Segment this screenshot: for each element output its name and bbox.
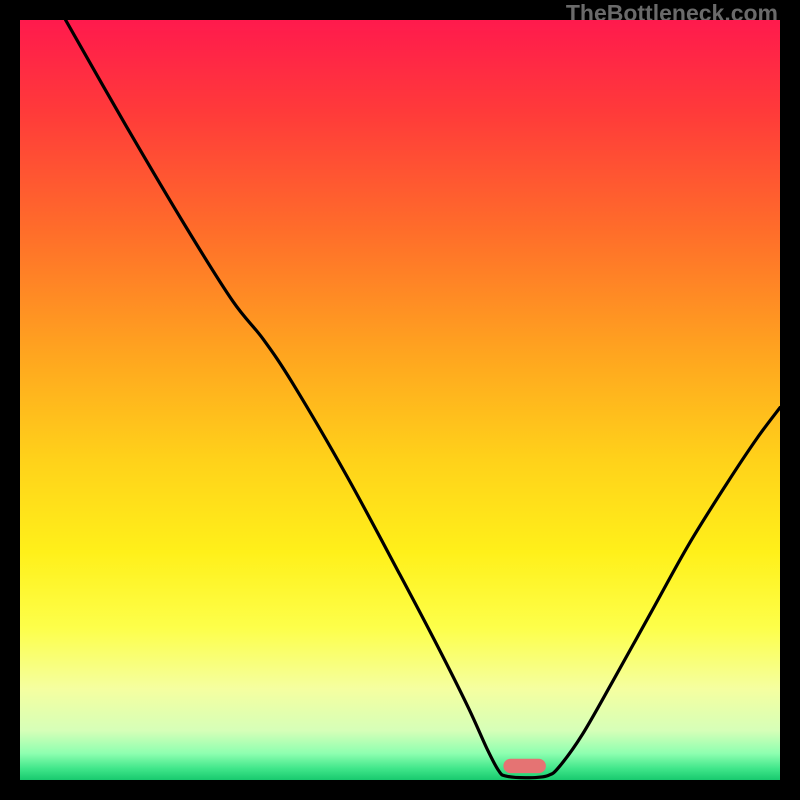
chart-container: TheBottleneck.com [0,0,800,800]
gradient-background [20,20,780,780]
plot-area [20,20,780,780]
optimal-marker [503,759,546,773]
chart-svg [20,20,780,780]
